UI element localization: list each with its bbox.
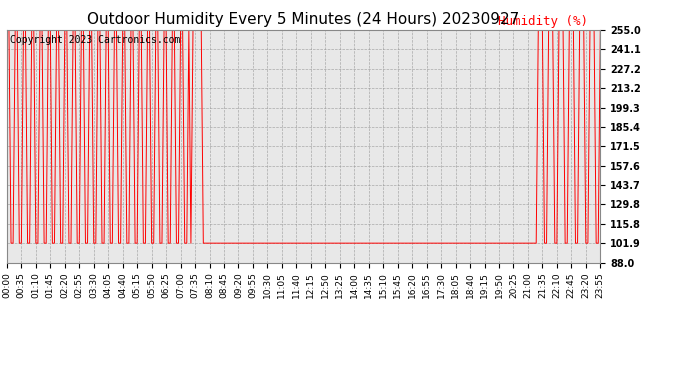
Text: Copyright 2023 Cartronics.com: Copyright 2023 Cartronics.com (10, 34, 180, 45)
Text: Humidity (%): Humidity (%) (498, 15, 589, 28)
Title: Outdoor Humidity Every 5 Minutes (24 Hours) 20230927: Outdoor Humidity Every 5 Minutes (24 Hou… (88, 12, 520, 27)
